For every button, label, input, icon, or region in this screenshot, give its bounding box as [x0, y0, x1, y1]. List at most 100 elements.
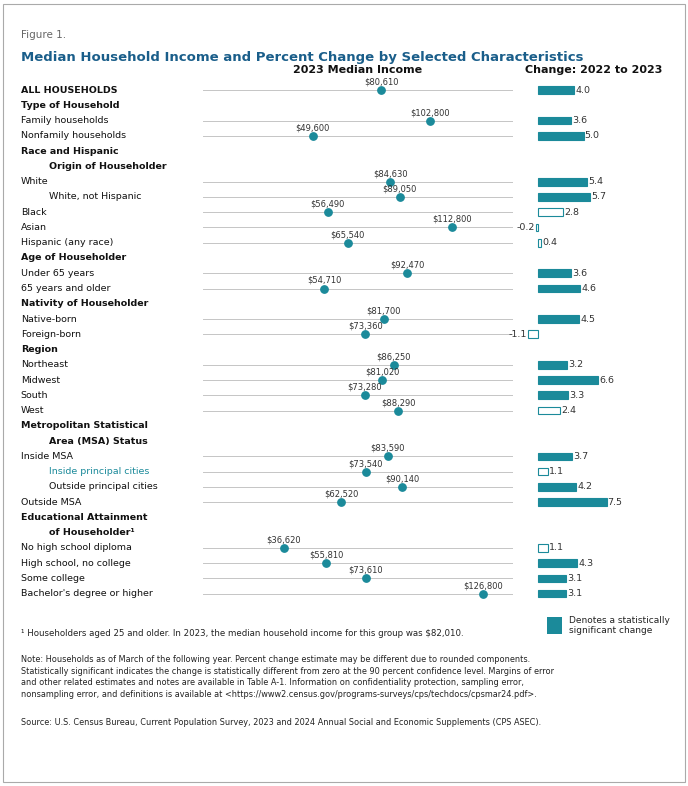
Text: -1.1: -1.1 — [508, 330, 527, 339]
Text: Under 65 years: Under 65 years — [21, 269, 94, 277]
Bar — [538, 193, 590, 200]
Text: $73,610: $73,610 — [348, 566, 383, 575]
Text: $86,250: $86,250 — [376, 352, 411, 362]
Text: $49,600: $49,600 — [295, 123, 330, 132]
Text: 3.1: 3.1 — [568, 574, 583, 583]
Point — [321, 556, 332, 569]
Point — [279, 542, 290, 554]
Text: Nonfamily households: Nonfamily households — [21, 131, 126, 141]
Bar — [538, 560, 577, 567]
Text: 3.7: 3.7 — [573, 452, 588, 461]
Text: $90,140: $90,140 — [385, 474, 420, 483]
Point — [383, 450, 394, 463]
Text: Type of Household: Type of Household — [21, 101, 119, 110]
Text: $55,810: $55,810 — [309, 551, 343, 560]
Bar — [538, 575, 566, 582]
Point — [397, 480, 408, 493]
Point — [376, 374, 387, 387]
Text: 6.6: 6.6 — [599, 376, 614, 384]
Text: Inside MSA: Inside MSA — [21, 452, 73, 461]
Bar — [538, 544, 548, 552]
Text: Figure 1.: Figure 1. — [21, 30, 66, 40]
Text: Denotes a statistically
significant change: Denotes a statistically significant chan… — [569, 616, 670, 635]
Bar — [528, 330, 538, 338]
Text: Foreign-born: Foreign-born — [21, 330, 80, 339]
Text: Inside principal cities: Inside principal cities — [50, 467, 149, 476]
Text: $81,020: $81,020 — [365, 368, 399, 376]
Text: $126,800: $126,800 — [464, 581, 503, 590]
Text: 0.4: 0.4 — [543, 238, 557, 248]
Bar — [538, 86, 574, 94]
Point — [402, 267, 413, 280]
Text: 65 years and older: 65 years and older — [21, 284, 110, 293]
Text: South: South — [21, 391, 48, 400]
Text: $92,470: $92,470 — [390, 261, 424, 270]
Text: 4.0: 4.0 — [576, 86, 590, 94]
Point — [360, 328, 371, 340]
Text: $89,050: $89,050 — [383, 185, 417, 193]
Text: Region: Region — [21, 345, 58, 354]
Point — [336, 496, 347, 509]
Text: 2.4: 2.4 — [561, 406, 576, 415]
Bar — [538, 453, 572, 460]
Text: $102,800: $102,800 — [411, 108, 450, 117]
Point — [307, 130, 318, 142]
Bar — [538, 117, 571, 124]
Text: 3.6: 3.6 — [572, 116, 587, 125]
Bar — [538, 270, 571, 277]
Text: 5.0: 5.0 — [585, 131, 600, 141]
Text: 1.1: 1.1 — [549, 467, 564, 476]
Text: ALL HOUSEHOLDS: ALL HOUSEHOLDS — [21, 86, 117, 94]
Text: 7.5: 7.5 — [608, 498, 623, 507]
Text: Median Household Income and Percent Change by Selected Characteristics: Median Household Income and Percent Chan… — [21, 51, 583, 64]
Text: $54,710: $54,710 — [307, 276, 341, 285]
Bar — [538, 208, 563, 216]
Text: $73,540: $73,540 — [348, 459, 383, 468]
Bar — [538, 498, 607, 506]
Point — [361, 572, 372, 585]
Text: Educational Attainment: Educational Attainment — [21, 513, 147, 522]
Text: Asian: Asian — [21, 223, 47, 232]
Point — [360, 465, 371, 478]
Point — [393, 404, 404, 417]
Text: Age of Householder: Age of Householder — [21, 254, 126, 263]
Text: $84,630: $84,630 — [373, 169, 407, 178]
Point — [323, 206, 334, 219]
Text: 3.2: 3.2 — [568, 360, 583, 369]
Text: Area (MSA) Status: Area (MSA) Status — [50, 436, 148, 446]
Text: 1.1: 1.1 — [549, 543, 564, 553]
Text: 2023 Median Income: 2023 Median Income — [293, 64, 422, 75]
Bar — [538, 483, 577, 490]
Text: No high school diploma: No high school diploma — [21, 543, 131, 553]
Text: Bachelor's degree or higher: Bachelor's degree or higher — [21, 590, 153, 598]
Text: Origin of Householder: Origin of Householder — [50, 162, 167, 171]
Text: $83,590: $83,590 — [371, 444, 405, 453]
Text: $73,280: $73,280 — [347, 383, 383, 391]
Text: $56,490: $56,490 — [311, 200, 345, 209]
Text: White: White — [21, 177, 48, 186]
Bar — [536, 224, 538, 231]
Text: 3.3: 3.3 — [569, 391, 584, 400]
Point — [394, 191, 405, 204]
Text: Race and Hispanic: Race and Hispanic — [21, 147, 118, 156]
Text: High school, no college: High school, no college — [21, 559, 131, 567]
Text: -0.2: -0.2 — [517, 223, 535, 232]
Text: $80,610: $80,610 — [364, 78, 398, 86]
Text: West: West — [21, 406, 44, 415]
Text: 3.6: 3.6 — [572, 269, 587, 277]
Text: Family households: Family households — [21, 116, 108, 125]
Point — [385, 175, 396, 188]
Text: $62,520: $62,520 — [324, 490, 358, 498]
Bar — [538, 285, 580, 292]
Text: $88,290: $88,290 — [381, 398, 416, 407]
Bar — [538, 132, 583, 140]
Point — [343, 237, 354, 249]
Text: 3.1: 3.1 — [568, 590, 583, 598]
Text: $112,800: $112,800 — [433, 215, 472, 224]
Text: Nativity of Householder: Nativity of Householder — [21, 299, 148, 308]
Text: Outside principal cities: Outside principal cities — [50, 483, 158, 491]
Text: Metropolitan Statistical: Metropolitan Statistical — [21, 421, 147, 430]
Text: Outside MSA: Outside MSA — [21, 498, 81, 507]
Point — [378, 313, 389, 325]
Bar — [538, 407, 560, 414]
